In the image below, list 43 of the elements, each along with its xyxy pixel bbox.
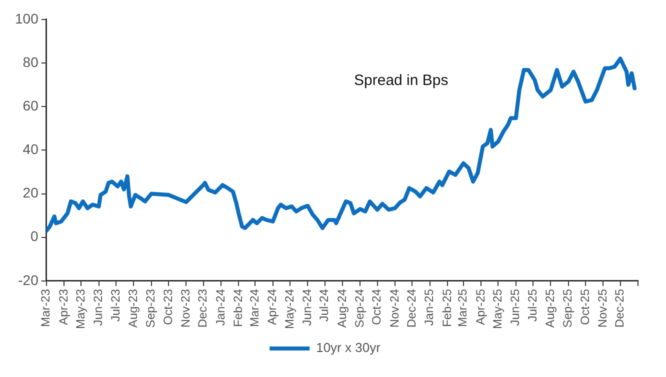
x-tick-label: Apr-25 [473, 288, 488, 326]
x-tick-label: Jul-23 [108, 288, 122, 322]
x-tick-label: Feb-24 [230, 288, 245, 328]
x-tick-label: Dec-25 [612, 288, 627, 328]
x-tick-label: Aug-24 [334, 288, 349, 328]
x-tick-label: Sep-23 [144, 288, 158, 328]
x-tick-label: Mar-24 [247, 288, 262, 327]
x-tick-label: Jul-24 [317, 288, 332, 322]
x-tick-label: Oct-23 [160, 288, 175, 325]
y-tick-label: -20 [18, 272, 39, 288]
y-tick-label: 60 [22, 97, 39, 114]
x-tick-label: Nov-23 [178, 288, 192, 328]
x-tick-label: Oct-25 [578, 288, 592, 325]
x-tick-label: Apr-24 [265, 288, 280, 326]
y-tick-label: 20 [22, 184, 39, 201]
x-tick-label: Sep-25 [560, 288, 575, 328]
x-tick-label: Jun-25 [508, 288, 522, 326]
x-tick-label: Nov-25 [596, 288, 610, 328]
x-tick-label: Apr-23 [56, 288, 70, 326]
y-tick-label: 100 [15, 10, 39, 26]
x-tick-label: Jan-24 [213, 288, 228, 326]
x-tick-label: Jun-24 [300, 288, 314, 326]
annotation: Spread in Bps [354, 72, 448, 90]
x-tick-label: May-25 [490, 288, 505, 329]
y-tick-label: 0 [30, 228, 39, 244]
x-tick-label: Jul-25 [525, 288, 540, 322]
x-tick-label: Jun-23 [91, 288, 106, 326]
legend-label: 10yr x 30yr [316, 340, 382, 356]
x-tick-label: Oct-24 [370, 288, 384, 325]
x-tick-label: Mar-25 [456, 288, 470, 327]
x-tick-label: Sep-24 [352, 288, 366, 328]
x-tick-label: May-24 [282, 288, 296, 329]
x-tick-label: Feb-25 [440, 288, 454, 328]
y-tick-label: 80 [22, 54, 39, 70]
x-tick-label: Mar-23 [38, 288, 53, 327]
x-tick-label: Nov-24 [387, 288, 402, 328]
x-tick-label: Aug-23 [126, 288, 140, 328]
x-tick-label: Jan-25 [422, 288, 436, 326]
x-tick-label: Aug-25 [543, 288, 558, 328]
x-tick-label: Dec-23 [196, 288, 210, 328]
y-tick-label: 40 [22, 141, 39, 158]
x-tick-label: Dec-24 [404, 288, 418, 328]
x-tick-label: May-23 [73, 288, 88, 329]
